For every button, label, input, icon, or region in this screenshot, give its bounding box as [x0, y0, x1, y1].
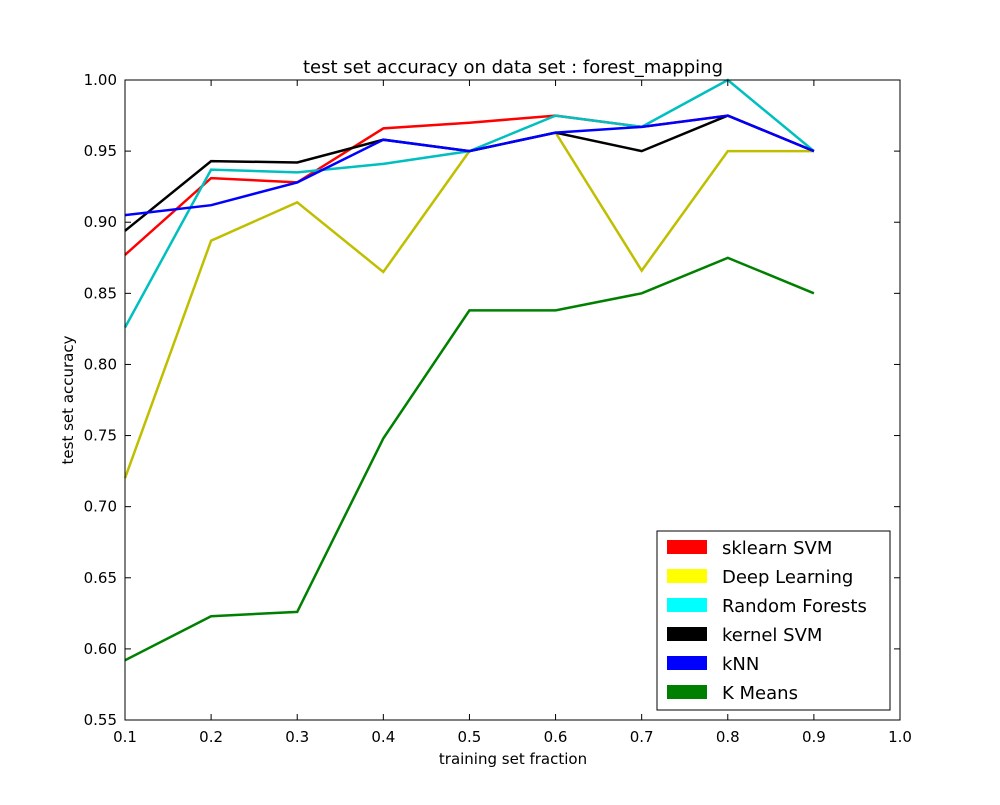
- legend-swatch: [667, 540, 707, 554]
- x-tick-label: 0.2: [199, 728, 223, 746]
- series-line-k-means: [124, 256, 815, 662]
- legend-swatch: [667, 685, 707, 699]
- y-tick-label: 0.90: [84, 213, 117, 231]
- legend-swatch: [667, 569, 707, 583]
- legend-swatch: [667, 627, 707, 641]
- x-axis: 0.1 0.2 0.3 0.4 0.5 0.6 0.7 0.8 0.9 1.0: [113, 80, 912, 746]
- plot-frame: [124, 79, 901, 721]
- x-tick-label: 0.8: [716, 728, 740, 746]
- series-line-knn: [124, 114, 815, 217]
- x-tick-label: 0.1: [113, 728, 137, 746]
- y-tick-label: 0.80: [84, 355, 117, 373]
- legend-label: sklearn SVM: [722, 538, 832, 559]
- x-tick-label: 0.3: [285, 728, 309, 746]
- x-tick-label: 1.0: [888, 728, 912, 746]
- series-layer: [123, 78, 815, 662]
- y-tick-label: 0.85: [84, 284, 117, 302]
- legend-label: Random Forests: [722, 596, 867, 617]
- x-tick-label: 0.6: [544, 728, 568, 746]
- y-tick-label: 0.65: [84, 569, 117, 587]
- x-tick-label: 0.5: [458, 728, 482, 746]
- y-tick-label: 0.75: [84, 427, 117, 445]
- legend-label: K Means: [722, 683, 798, 704]
- legend-label: kNN: [722, 654, 759, 675]
- y-tick-label: 0.70: [84, 498, 117, 516]
- legend-box: [656, 530, 891, 711]
- legend: sklearn SVM Deep Learning Random Forests ke…: [656, 530, 891, 711]
- y-tick-label: 0.55: [84, 711, 117, 729]
- legend-label: kernel SVM: [722, 625, 822, 646]
- x-tick-label: 0.9: [802, 728, 826, 746]
- y-tick-label: 1.00: [84, 71, 117, 89]
- y-tick-label: 0.60: [84, 640, 117, 658]
- y-tick-label: 0.95: [84, 142, 117, 160]
- y-axis: 0.55 0.60 0.65 0.70 0.75 0.80 0.85 0.90 0.95 1.00: [84, 71, 900, 729]
- x-tick-label: 0.7: [630, 728, 654, 746]
- x-axis-label: training set fraction: [439, 750, 587, 768]
- y-axis-label: test set accuracy: [59, 335, 77, 464]
- legend-swatch: [667, 598, 707, 612]
- legend-label: Deep Learning: [722, 567, 853, 588]
- chart-title: test set accuracy on data set : forest_m…: [303, 57, 723, 78]
- legend-swatch: [667, 656, 707, 670]
- x-tick-label: 0.4: [371, 728, 395, 746]
